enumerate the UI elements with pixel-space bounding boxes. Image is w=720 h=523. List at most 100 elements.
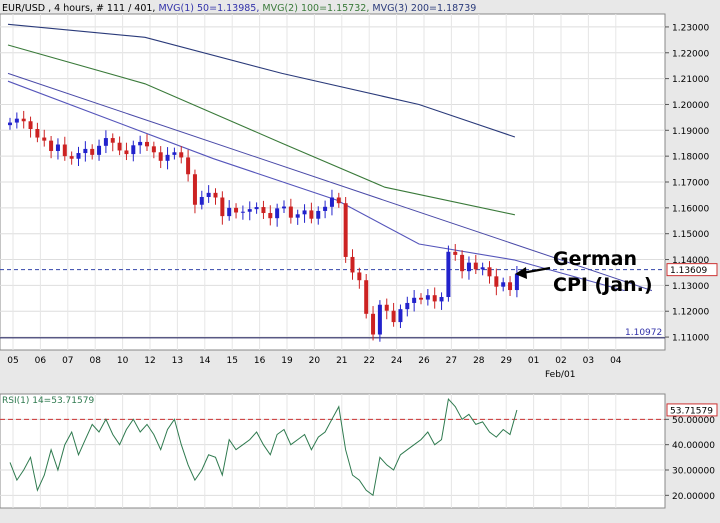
candle[interactable] <box>42 129 47 147</box>
candle[interactable] <box>117 136 122 156</box>
candle[interactable] <box>227 200 232 221</box>
candle[interactable] <box>199 190 204 210</box>
candle-body <box>419 297 423 300</box>
candle[interactable] <box>49 135 54 159</box>
candle-body <box>76 153 81 159</box>
candle[interactable] <box>138 135 143 154</box>
candle[interactable] <box>302 204 307 223</box>
candle[interactable] <box>357 267 362 289</box>
candle[interactable] <box>8 117 12 130</box>
candle[interactable] <box>405 296 410 317</box>
candle[interactable] <box>268 205 273 226</box>
candle[interactable] <box>83 141 88 162</box>
candle[interactable] <box>350 249 355 280</box>
price-tick-label: 1.15000 <box>672 230 709 240</box>
candle[interactable] <box>21 110 26 129</box>
candle-body <box>466 262 471 272</box>
candle[interactable] <box>90 144 95 160</box>
candle[interactable] <box>412 290 417 312</box>
candle[interactable] <box>172 147 177 160</box>
candle[interactable] <box>275 203 280 227</box>
candle[interactable] <box>419 293 423 305</box>
candle[interactable] <box>453 244 458 261</box>
candle[interactable] <box>158 146 163 169</box>
candle-body <box>227 207 232 217</box>
candle-body <box>55 144 60 151</box>
candle[interactable] <box>295 209 300 225</box>
candle[interactable] <box>329 189 334 216</box>
price-tick-label: 1.22000 <box>672 49 709 59</box>
candle[interactable] <box>192 169 197 214</box>
candle[interactable] <box>487 261 492 284</box>
candle[interactable] <box>55 138 60 160</box>
price-tick-label: 1.12000 <box>672 308 709 318</box>
candle[interactable] <box>186 149 191 182</box>
candle-body <box>487 267 492 277</box>
candle[interactable] <box>62 136 67 161</box>
candle-body <box>124 150 129 155</box>
candle[interactable] <box>446 245 451 302</box>
date-tick-label: 19 <box>281 356 293 366</box>
candle[interactable] <box>432 287 437 309</box>
candle-body <box>302 210 307 215</box>
candle[interactable] <box>425 289 430 306</box>
candle[interactable] <box>323 200 328 219</box>
candle[interactable] <box>371 306 376 341</box>
price-tick-label: 1.17000 <box>672 179 709 189</box>
candle[interactable] <box>316 206 321 225</box>
candle[interactable] <box>336 192 341 208</box>
candle-body <box>446 251 451 298</box>
candle[interactable] <box>309 202 314 224</box>
candle[interactable] <box>473 254 478 275</box>
candle-body <box>103 138 108 146</box>
candle[interactable] <box>69 151 74 165</box>
candle[interactable] <box>131 140 136 162</box>
candle[interactable] <box>110 133 115 152</box>
rsi-tick-label: 30.00000 <box>672 467 715 477</box>
candle[interactable] <box>460 250 465 279</box>
candle[interactable] <box>76 146 81 166</box>
candle[interactable] <box>254 202 259 214</box>
date-tick-label: 26 <box>418 356 430 366</box>
candle[interactable] <box>14 112 19 129</box>
candle[interactable] <box>240 205 245 220</box>
candle[interactable] <box>508 276 513 296</box>
candle[interactable] <box>343 196 348 263</box>
candle[interactable] <box>145 134 149 151</box>
candle[interactable] <box>179 146 184 164</box>
rsi-tick-label: 20.00000 <box>672 492 715 502</box>
candle[interactable] <box>247 201 252 221</box>
candle-body <box>473 262 478 270</box>
candle[interactable] <box>391 302 396 327</box>
candle[interactable] <box>165 147 170 170</box>
candle-body <box>398 309 403 323</box>
candle[interactable] <box>206 185 211 203</box>
candle[interactable] <box>213 188 218 205</box>
candle[interactable] <box>282 200 286 214</box>
candle[interactable] <box>514 266 519 298</box>
rsi-panel[interactable] <box>0 393 666 509</box>
candle[interactable] <box>439 292 444 310</box>
candle[interactable] <box>35 122 40 143</box>
price-tick-label: 1.19000 <box>672 127 709 137</box>
candle[interactable] <box>494 268 499 296</box>
candle[interactable] <box>234 203 239 219</box>
candle[interactable] <box>97 139 102 161</box>
candle[interactable] <box>103 130 108 154</box>
candle[interactable] <box>384 298 389 320</box>
candle[interactable] <box>288 198 293 224</box>
candle[interactable] <box>28 116 33 138</box>
rsi-tick-label: 50.00000 <box>672 416 715 426</box>
candle-body <box>192 174 197 205</box>
candle[interactable] <box>364 274 369 319</box>
candle[interactable] <box>398 304 403 329</box>
candle[interactable] <box>501 277 506 292</box>
candle[interactable] <box>124 142 129 161</box>
candle[interactable] <box>151 141 156 159</box>
trendline <box>7 72 653 292</box>
candle[interactable] <box>466 256 471 280</box>
candle[interactable] <box>480 262 485 276</box>
candle[interactable] <box>377 300 382 342</box>
candle[interactable] <box>220 191 225 225</box>
candle[interactable] <box>261 200 266 219</box>
